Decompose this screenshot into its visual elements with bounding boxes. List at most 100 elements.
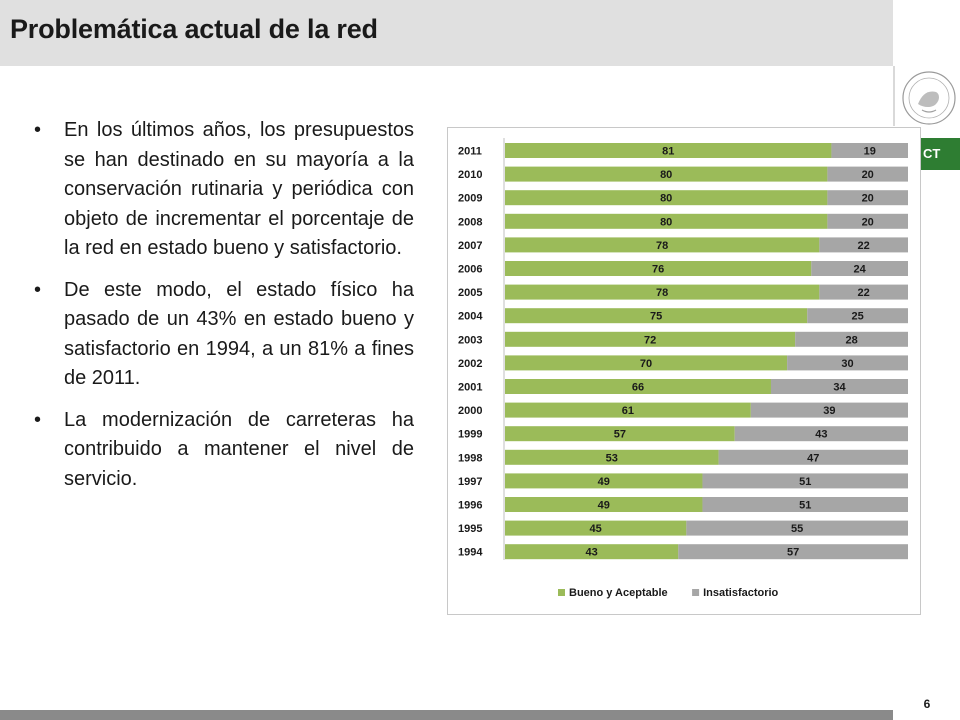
data-label: 49 bbox=[598, 476, 610, 488]
bullet-item: La modernización de carreteras ha contri… bbox=[34, 406, 414, 495]
coat-of-arms-seal bbox=[902, 71, 956, 125]
bar-segment bbox=[505, 284, 820, 300]
bar-segment bbox=[831, 143, 908, 158]
data-label: 43 bbox=[815, 429, 827, 441]
bullet-list: En los últimos años, los presupuestos se… bbox=[34, 116, 414, 506]
data-label: 78 bbox=[656, 240, 668, 252]
bar-segment bbox=[686, 520, 908, 536]
data-label: 55 bbox=[791, 523, 803, 535]
y-tick-label: 1997 bbox=[458, 476, 482, 488]
data-label: 25 bbox=[852, 311, 864, 323]
data-label: 75 bbox=[650, 311, 662, 323]
data-label: 76 bbox=[652, 264, 664, 276]
data-label: 45 bbox=[590, 523, 602, 535]
bar-segment bbox=[807, 308, 908, 324]
data-label: 19 bbox=[864, 146, 876, 158]
chart-frame: 2011 81 19 2010 80 20 2009 80 20 2008 80 20 2007 78 22… bbox=[447, 127, 921, 615]
bar-segment bbox=[827, 213, 908, 229]
bar-segment bbox=[787, 355, 908, 371]
data-label: 22 bbox=[858, 287, 870, 299]
bar-segment bbox=[505, 497, 703, 512]
bar-segment bbox=[718, 449, 908, 465]
data-label: 51 bbox=[799, 500, 811, 512]
data-label: 20 bbox=[862, 193, 874, 205]
bar-segment bbox=[505, 190, 828, 206]
data-label: 80 bbox=[660, 169, 672, 181]
data-label: 80 bbox=[660, 216, 672, 228]
bar-segment bbox=[795, 331, 908, 347]
data-label: 49 bbox=[598, 500, 610, 512]
data-label: 70 bbox=[640, 358, 652, 370]
y-tick-label: 2006 bbox=[458, 264, 482, 276]
y-tick-label: 2010 bbox=[458, 169, 482, 181]
data-label: 80 bbox=[660, 193, 672, 205]
bar-segment bbox=[770, 379, 908, 394]
bar-segment bbox=[505, 308, 808, 324]
legend-label: Bueno y Aceptable bbox=[569, 587, 668, 599]
bar-segment bbox=[505, 331, 796, 347]
page-number: 6 bbox=[923, 697, 931, 711]
bar-segment bbox=[505, 355, 788, 371]
bar-segment bbox=[505, 402, 751, 418]
bar-segment bbox=[505, 520, 687, 536]
data-label: 57 bbox=[787, 547, 799, 559]
y-tick-label: 2004 bbox=[458, 311, 483, 323]
data-label: 51 bbox=[799, 476, 811, 488]
data-label: 30 bbox=[841, 358, 853, 370]
legend-label: Insatisfactorio bbox=[703, 587, 778, 599]
bar-segment bbox=[750, 402, 908, 418]
data-label: 34 bbox=[833, 382, 846, 394]
legend-swatch bbox=[692, 589, 700, 596]
bar-segment bbox=[505, 426, 735, 442]
bar-segment bbox=[678, 544, 908, 560]
data-label: 66 bbox=[632, 382, 644, 394]
y-tick-label: 2000 bbox=[458, 405, 482, 417]
y-tick-label: 2001 bbox=[458, 382, 482, 394]
bar-segment bbox=[505, 261, 812, 276]
bar-segment bbox=[819, 237, 908, 253]
y-tick-label: 1996 bbox=[458, 500, 482, 512]
title-bar: Problemática actual de la red bbox=[0, 0, 893, 66]
data-label: 39 bbox=[823, 405, 835, 417]
bar-segment bbox=[505, 449, 719, 465]
side-divider bbox=[893, 66, 895, 126]
y-tick-label: 2002 bbox=[458, 358, 482, 370]
y-tick-label: 1999 bbox=[458, 429, 482, 441]
data-label: 72 bbox=[644, 334, 656, 346]
data-label: 43 bbox=[586, 547, 598, 559]
y-tick-label: 1995 bbox=[458, 523, 482, 535]
bar-segment bbox=[505, 237, 820, 253]
bar-segment bbox=[811, 261, 908, 276]
y-tick-label: 2011 bbox=[458, 146, 482, 158]
data-label: 20 bbox=[862, 169, 874, 181]
slide-title: Problemática actual de la red bbox=[10, 14, 378, 44]
data-label: 22 bbox=[858, 240, 870, 252]
y-tick-label: 2008 bbox=[458, 216, 482, 228]
footer-bar bbox=[0, 710, 893, 720]
y-tick-label: 2005 bbox=[458, 287, 482, 299]
bar-segment bbox=[505, 166, 828, 182]
bar-segment bbox=[505, 544, 679, 560]
data-label: 20 bbox=[862, 216, 874, 228]
y-tick-label: 2009 bbox=[458, 193, 482, 205]
y-tick-label: 2003 bbox=[458, 334, 482, 346]
bar-segment bbox=[734, 426, 908, 442]
data-label: 47 bbox=[807, 452, 819, 464]
bar-segment bbox=[827, 166, 908, 182]
legend-swatch bbox=[558, 589, 565, 596]
bar-segment bbox=[702, 473, 908, 489]
data-label: 57 bbox=[614, 429, 626, 441]
data-label: 78 bbox=[656, 287, 668, 299]
y-tick-label: 2007 bbox=[458, 240, 482, 252]
bar-segment bbox=[505, 379, 771, 394]
data-label: 81 bbox=[662, 146, 674, 158]
bullet-item: En los últimos años, los presupuestos se… bbox=[34, 116, 414, 264]
stacked-bar-chart: 2011 81 19 2010 80 20 2009 80 20 2008 80 20 2007 78 22… bbox=[458, 138, 908, 599]
data-label: 28 bbox=[845, 334, 857, 346]
bar-segment bbox=[505, 473, 703, 489]
data-label: 61 bbox=[622, 405, 634, 417]
bar-segment bbox=[702, 497, 908, 512]
bullet-item: De este modo, el estado físico ha pasado… bbox=[34, 276, 414, 394]
bar-segment bbox=[827, 190, 908, 206]
y-tick-label: 1998 bbox=[458, 452, 482, 464]
